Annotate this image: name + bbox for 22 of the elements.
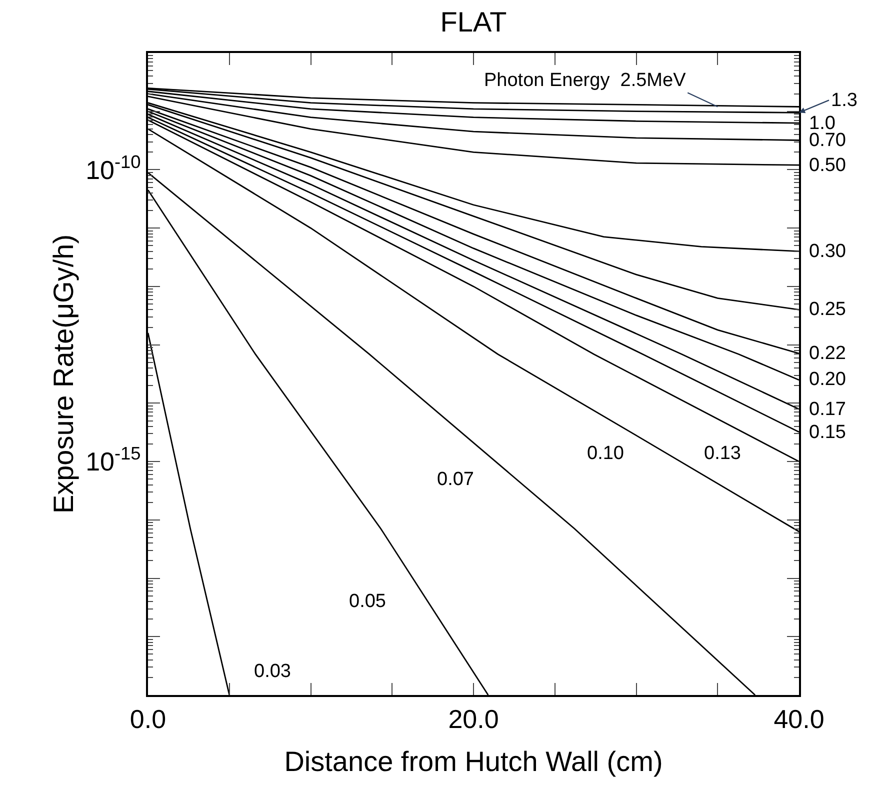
annotation: 0.03 [254,661,291,682]
annotation: 0.17 [809,399,846,420]
annotation: Photon Energy 2.5MeV [484,70,686,91]
chart-title: FLAT [440,6,507,38]
annotation: 0.25 [809,299,846,320]
y-axis-title: Exposure Rate(μGy/h) [48,234,79,514]
x-tick-label: 40.0 [774,704,824,734]
y-tick-label: 10$^{-15}$ [86,444,141,477]
x-tick-label: 20.0 [448,704,499,734]
x-tick-label: 0.0 [130,704,166,734]
x-axis-title: Distance from Hutch Wall (cm) [284,746,663,777]
annotation: 0.30 [809,241,846,262]
y-tick-label: 10$^{-10}$ [86,152,141,185]
annotation: 0.10 [587,443,624,464]
annotation: 0.22 [809,343,846,364]
annotation: 0.05 [349,591,386,612]
annotation: 0.50 [809,155,846,176]
annotation: 0.13 [704,443,741,464]
annotation: 0.07 [437,469,474,490]
annotation: 0.15 [809,422,846,443]
annotation: 0.20 [809,369,846,390]
annotation: 1.3 [831,90,858,111]
